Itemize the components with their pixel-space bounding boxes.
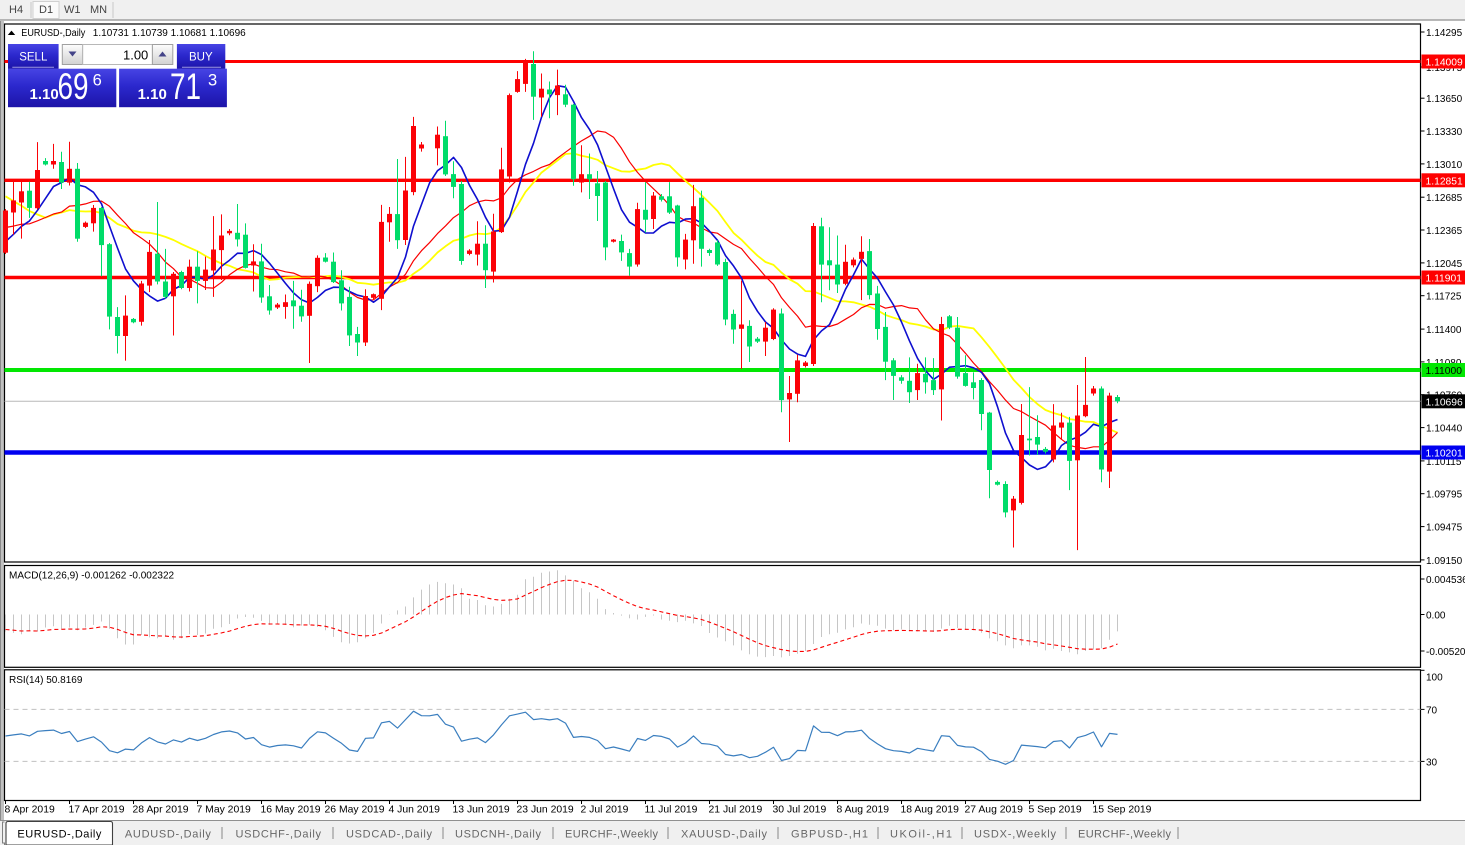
svg-text:1.12365: 1.12365 bbox=[1426, 226, 1463, 237]
svg-text:EURUSD-,Daily: EURUSD-,Daily bbox=[17, 829, 102, 841]
svg-text:D1: D1 bbox=[39, 4, 53, 16]
svg-text:USDCHF-,Daily: USDCHF-,Daily bbox=[236, 829, 322, 841]
svg-text:1.10: 1.10 bbox=[30, 86, 59, 103]
svg-text:0.004536: 0.004536 bbox=[1426, 575, 1465, 586]
svg-text:1.09150: 1.09150 bbox=[1426, 556, 1463, 567]
svg-text:XAUUSD-,Daily: XAUUSD-,Daily bbox=[681, 829, 768, 841]
svg-text:SELL: SELL bbox=[19, 52, 48, 64]
svg-text:100: 100 bbox=[1426, 672, 1443, 683]
svg-text:71: 71 bbox=[170, 66, 201, 107]
svg-text:6: 6 bbox=[93, 72, 102, 90]
svg-text:1.10: 1.10 bbox=[138, 86, 167, 103]
svg-text:EURUSD-,Daily: EURUSD-,Daily bbox=[21, 28, 85, 39]
svg-text:USDCAD-,Daily: USDCAD-,Daily bbox=[346, 829, 433, 841]
svg-text:1.13650: 1.13650 bbox=[1426, 94, 1463, 105]
svg-text:1.10731 1.10739 1.10681 1.1069: 1.10731 1.10739 1.10681 1.10696 bbox=[93, 28, 246, 39]
svg-text:W1: W1 bbox=[64, 4, 81, 16]
svg-text:23 Jun 2019: 23 Jun 2019 bbox=[517, 805, 574, 816]
svg-text:1.12045: 1.12045 bbox=[1426, 259, 1463, 270]
svg-text:30: 30 bbox=[1426, 757, 1438, 768]
svg-text:1.11000: 1.11000 bbox=[1426, 366, 1463, 377]
svg-text:1.12851: 1.12851 bbox=[1426, 176, 1463, 187]
svg-text:MN: MN bbox=[90, 4, 107, 16]
svg-text:1.09795: 1.09795 bbox=[1426, 490, 1463, 501]
svg-text:13 Jun 2019: 13 Jun 2019 bbox=[453, 805, 510, 816]
svg-text:3: 3 bbox=[208, 72, 217, 90]
svg-text:8 Aug 2019: 8 Aug 2019 bbox=[837, 805, 890, 816]
svg-text:69: 69 bbox=[58, 66, 89, 107]
svg-text:1.10440: 1.10440 bbox=[1426, 424, 1463, 435]
svg-text:RSI(14) 50.8169: RSI(14) 50.8169 bbox=[9, 675, 83, 686]
svg-text:16 May 2019: 16 May 2019 bbox=[261, 805, 321, 816]
svg-text:1.12685: 1.12685 bbox=[1426, 193, 1463, 204]
svg-text:USDX-,Weekly: USDX-,Weekly bbox=[974, 829, 1057, 841]
svg-text:H4: H4 bbox=[9, 4, 23, 16]
svg-text:1.14295: 1.14295 bbox=[1426, 28, 1463, 39]
svg-text:-0.005205: -0.005205 bbox=[1426, 647, 1465, 658]
svg-text:1.10696: 1.10696 bbox=[1426, 397, 1463, 408]
svg-text:17 Apr 2019: 17 Apr 2019 bbox=[69, 805, 125, 816]
svg-text:1.00: 1.00 bbox=[123, 48, 148, 63]
svg-text:18 Aug 2019: 18 Aug 2019 bbox=[901, 805, 960, 816]
svg-text:21 Jul 2019: 21 Jul 2019 bbox=[709, 805, 763, 816]
svg-text:28 Apr 2019: 28 Apr 2019 bbox=[133, 805, 189, 816]
svg-text:30 Jul 2019: 30 Jul 2019 bbox=[773, 805, 827, 816]
svg-text:5 Sep 2019: 5 Sep 2019 bbox=[1029, 805, 1082, 816]
svg-text:4 Jun 2019: 4 Jun 2019 bbox=[389, 805, 441, 816]
svg-text:1.10201: 1.10201 bbox=[1426, 449, 1463, 460]
svg-text:15 Sep 2019: 15 Sep 2019 bbox=[1093, 805, 1152, 816]
svg-text:1.09475: 1.09475 bbox=[1426, 523, 1463, 534]
svg-text:MACD(12,26,9) -0.001262 -0.002: MACD(12,26,9) -0.001262 -0.002322 bbox=[9, 571, 175, 582]
svg-text:BUY: BUY bbox=[189, 52, 213, 64]
svg-text:8 Apr 2019: 8 Apr 2019 bbox=[5, 805, 55, 816]
svg-text:11 Jul 2019: 11 Jul 2019 bbox=[645, 805, 698, 816]
svg-text:26 May 2019: 26 May 2019 bbox=[325, 805, 385, 816]
svg-text:EURCHF-,Weekly: EURCHF-,Weekly bbox=[565, 829, 659, 841]
svg-text:0.00: 0.00 bbox=[1426, 611, 1446, 622]
svg-text:1.11725: 1.11725 bbox=[1426, 292, 1462, 303]
svg-text:70: 70 bbox=[1426, 705, 1438, 716]
svg-text:7 May 2019: 7 May 2019 bbox=[197, 805, 252, 816]
svg-text:GBPUSD-,H1: GBPUSD-,H1 bbox=[791, 829, 868, 841]
svg-text:1.11400: 1.11400 bbox=[1426, 325, 1462, 336]
svg-text:1.14009: 1.14009 bbox=[1426, 58, 1463, 69]
svg-text:1.13330: 1.13330 bbox=[1426, 127, 1463, 138]
svg-text:EURCHF-,Weekly: EURCHF-,Weekly bbox=[1078, 829, 1172, 841]
svg-text:AUDUSD-,Daily: AUDUSD-,Daily bbox=[125, 829, 211, 841]
svg-text:1.10115: 1.10115 bbox=[1426, 457, 1462, 468]
svg-text:1.13010: 1.13010 bbox=[1426, 160, 1463, 171]
svg-text:USDCNH-,Daily: USDCNH-,Daily bbox=[455, 829, 542, 841]
svg-text:27 Aug 2019: 27 Aug 2019 bbox=[965, 805, 1024, 816]
svg-text:2 Jul 2019: 2 Jul 2019 bbox=[581, 805, 629, 816]
svg-text:1.11901: 1.11901 bbox=[1426, 274, 1463, 285]
